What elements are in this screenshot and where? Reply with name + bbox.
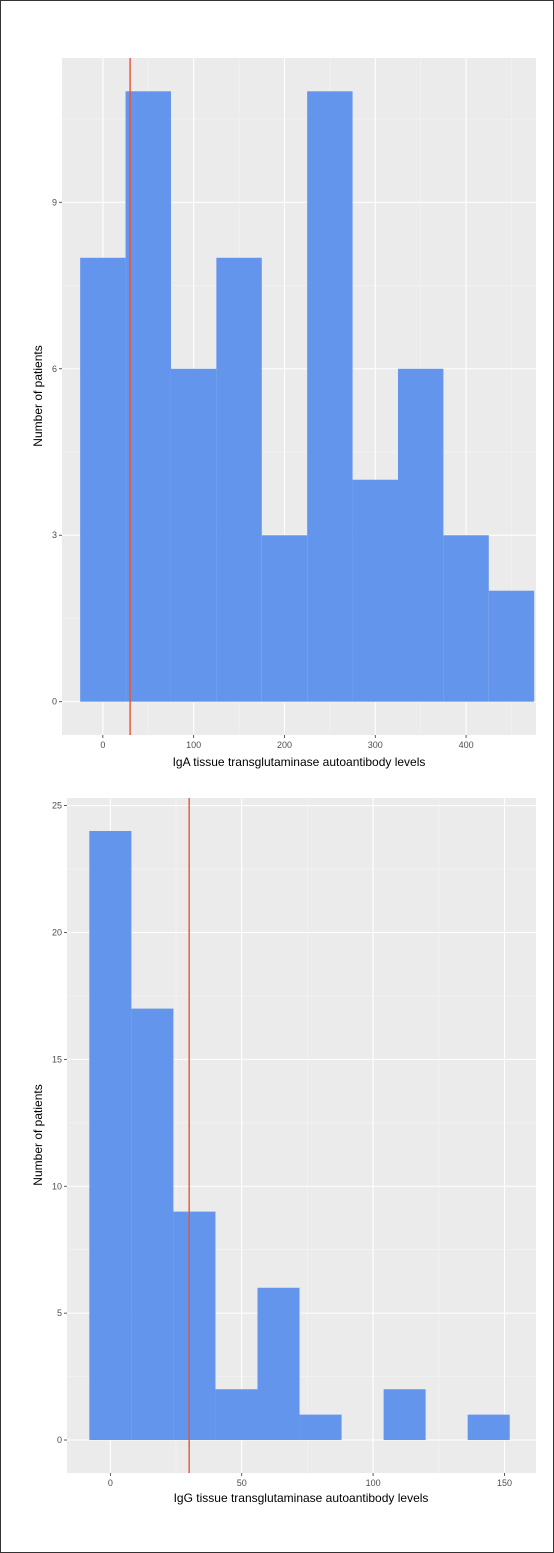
histogram-bar: [215, 1389, 258, 1441]
histogram-bar: [443, 535, 489, 702]
x-tick-label: 150: [497, 1478, 512, 1488]
histogram-bar: [383, 1389, 426, 1441]
y-tick-label: 0: [57, 1435, 62, 1445]
y-tick-label: 0: [52, 697, 57, 707]
y-tick-label: 9: [52, 197, 57, 207]
ticks-igg: 0 50 100 150 0 5 10 15 20 25: [52, 801, 512, 1488]
x-tick-label: 400: [459, 740, 474, 750]
histogram-bar: [261, 535, 308, 702]
histogram-bar: [170, 368, 217, 702]
histogram-bar: [467, 1414, 510, 1441]
histogram-bar: [299, 1414, 342, 1441]
chart-iga: 0 100 200 300 400 0 3 6 9 IgA tissue transglutam…: [31, 58, 536, 769]
x-tick-label: 0: [108, 1478, 113, 1488]
x-axis-title-igg: IgG tissue transglutaminase autoantibody…: [174, 1491, 429, 1505]
x-tick-label: 0: [100, 740, 105, 750]
y-tick-label: 10: [52, 1181, 62, 1191]
x-tick-label: 200: [277, 740, 292, 750]
histogram-bar: [307, 91, 353, 702]
histogram-bar: [397, 368, 444, 702]
histogram-bar: [125, 91, 171, 702]
y-tick-label: 3: [52, 530, 57, 540]
histogram-bar: [216, 257, 262, 702]
histogram-bar: [89, 830, 132, 1441]
y-axis-title-igg: Number of patients: [31, 1084, 45, 1185]
histogram-bar: [173, 1211, 216, 1441]
y-tick-label: 6: [52, 364, 57, 374]
y-tick-label: 15: [52, 1054, 62, 1064]
histogram-bar: [352, 479, 398, 702]
histogram-bar: [488, 590, 535, 702]
y-tick-label: 20: [52, 927, 62, 937]
x-tick-label: 300: [368, 740, 383, 750]
ticks-iga: 0 100 200 300 400 0 3 6 9: [52, 197, 474, 750]
bars-iga: [80, 91, 535, 702]
chart-igg: 0 50 100 150 0 5 10 15 20 25 IgG tissue transglut…: [31, 798, 536, 1505]
x-tick-label: 100: [186, 740, 201, 750]
histogram-bar: [131, 1008, 174, 1441]
x-axis-title-iga: IgA tissue transglutaminase autoantibody…: [173, 755, 426, 769]
histogram-bar: [257, 1287, 300, 1441]
y-tick-label: 25: [52, 801, 62, 811]
bars-igg: [89, 830, 510, 1441]
y-axis-title-iga: Number of patients: [31, 345, 45, 446]
x-tick-label: 50: [237, 1478, 247, 1488]
x-tick-label: 100: [366, 1478, 381, 1488]
y-tick-label: 5: [57, 1308, 62, 1318]
histogram-bar: [80, 257, 126, 702]
